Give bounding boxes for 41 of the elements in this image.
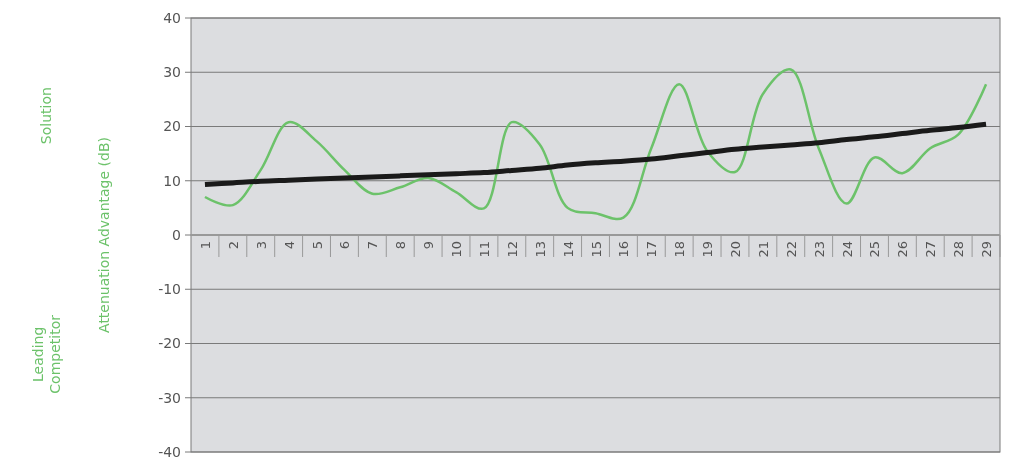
x-tick-label: 19: [700, 241, 716, 258]
y-tick-label: 30: [163, 64, 181, 81]
y-tick-label: -10: [158, 281, 181, 298]
y-tick-label: 40: [163, 9, 181, 26]
x-tick-label: 7: [365, 241, 381, 250]
x-tick-label: 15: [588, 241, 604, 258]
text: Solution: [37, 87, 54, 145]
y-tick-label: -40: [158, 443, 181, 460]
y-tick-label: -30: [158, 389, 181, 406]
x-tick-label: 10: [449, 241, 465, 258]
x-tick-label: 8: [393, 241, 409, 250]
x-tick-label: 17: [644, 241, 660, 258]
y-tick-label: 10: [163, 172, 181, 189]
x-tick-label: 21: [755, 241, 771, 258]
x-tick-label: 25: [867, 241, 883, 258]
x-tick-label: 11: [476, 241, 492, 258]
x-tick-label: 26: [895, 241, 911, 258]
x-tick-label: 6: [337, 241, 353, 250]
x-tick-label: 23: [811, 241, 827, 258]
x-tick-label: 27: [923, 241, 939, 258]
text: Leading Competitor: [30, 314, 63, 394]
x-tick-label: 22: [783, 241, 799, 258]
x-tick-label: 9: [421, 241, 437, 250]
x-tick-label: 24: [839, 241, 855, 258]
x-tick-label: 16: [616, 241, 632, 258]
x-tick-label: 13: [532, 241, 548, 258]
x-tick-label: 2: [225, 241, 241, 250]
x-tick-label: 1: [197, 241, 213, 250]
y-tick-label: 0: [172, 226, 181, 243]
x-tick-label: 18: [672, 241, 688, 258]
x-tick-label: 12: [504, 241, 520, 258]
x-tick-label: 5: [309, 241, 325, 250]
x-tick-label: 4: [281, 241, 297, 250]
x-tick-label: 28: [951, 241, 967, 258]
y-axis-title: Attenuation Advantage (dB): [96, 137, 112, 333]
y-tick-label: -20: [158, 335, 181, 352]
x-tick-label: 29: [979, 241, 995, 258]
y-tick-label: 20: [163, 118, 181, 135]
x-tick-label: 3: [253, 241, 269, 250]
x-tick-label: 20: [727, 241, 743, 258]
x-tick-label: 14: [560, 241, 576, 258]
